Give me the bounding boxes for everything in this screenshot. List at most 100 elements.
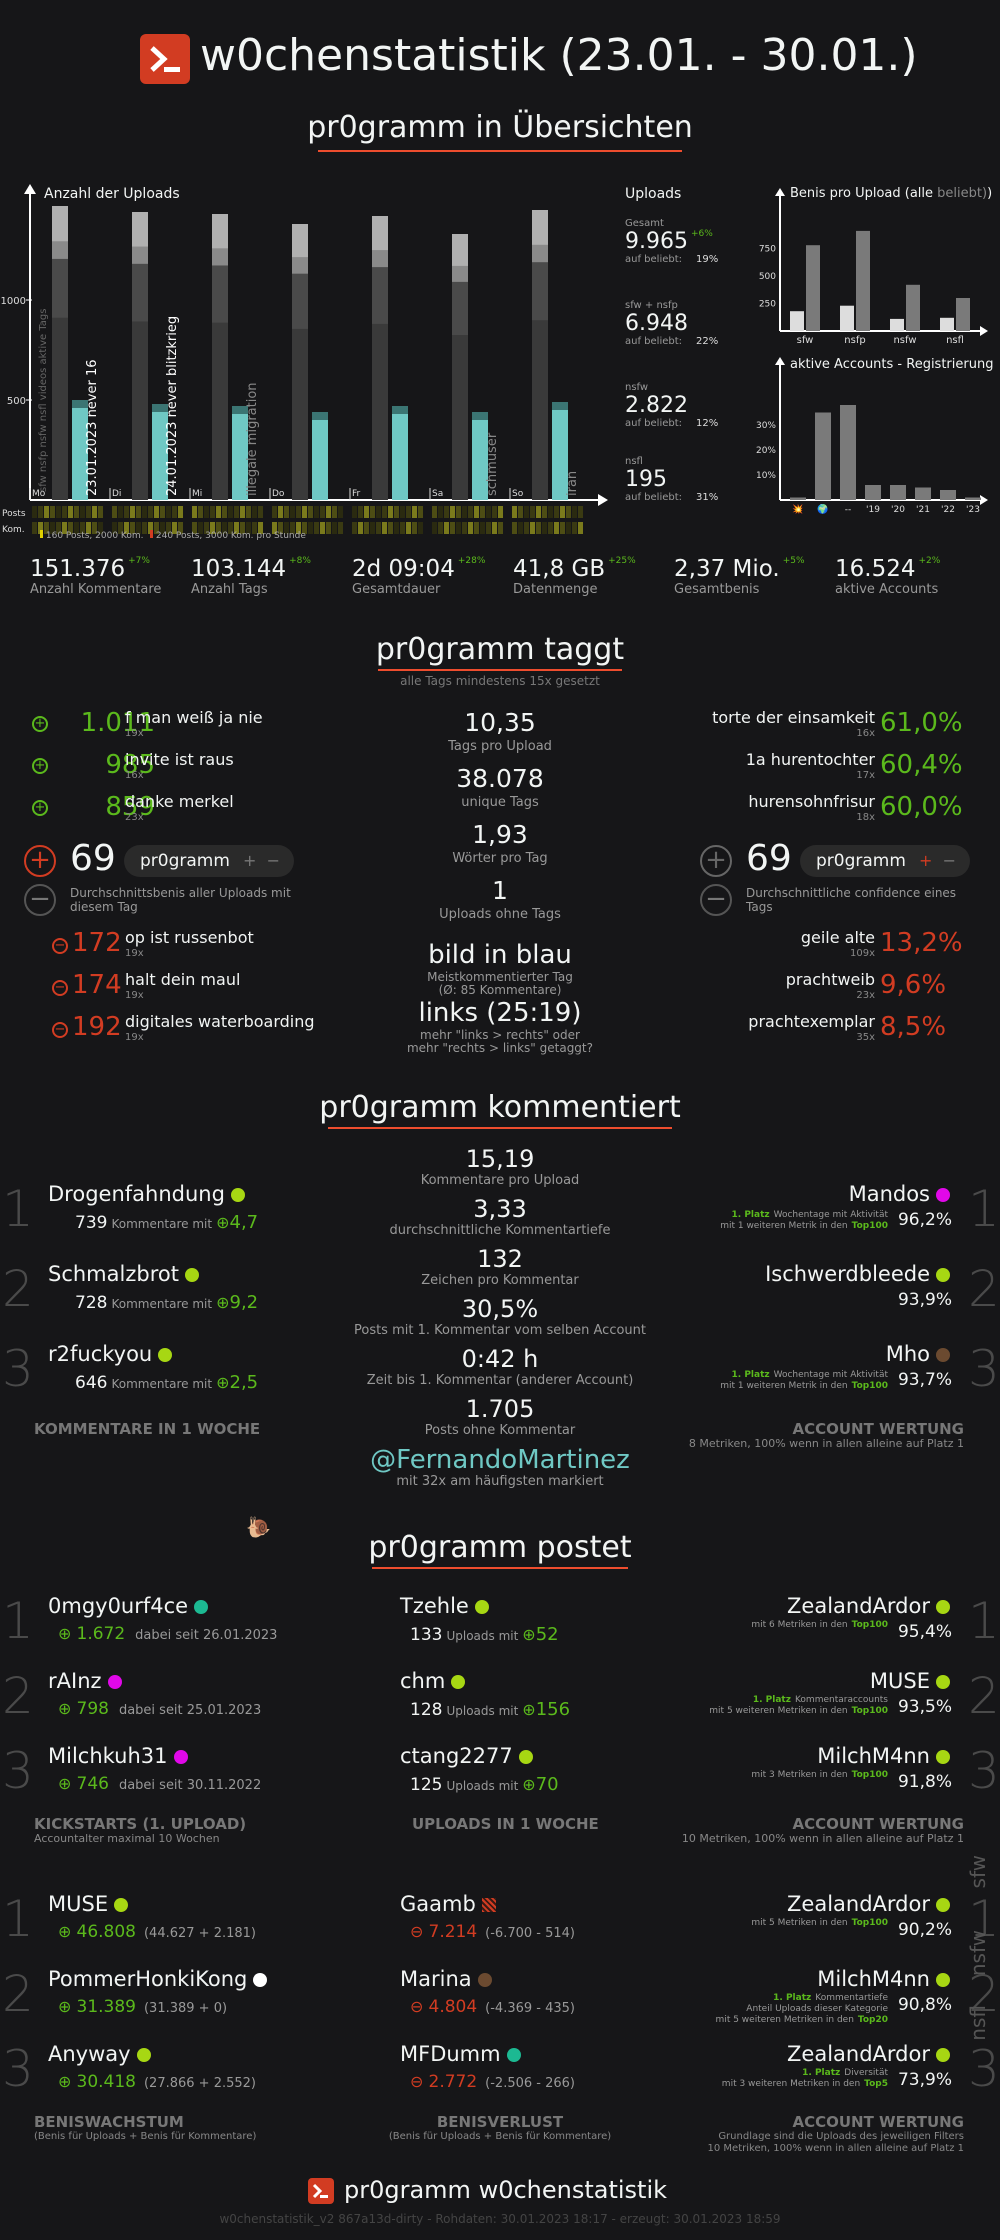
account-more: mit 3 Metriken in den xyxy=(751,1770,848,1780)
heat-cell xyxy=(68,506,73,518)
bar-beliebt xyxy=(790,311,804,331)
kickstart-user[interactable]: 0mgy0urf4ce xyxy=(48,1594,209,1618)
benis-growth-user[interactable]: MUSE xyxy=(48,1892,129,1916)
heat-cell xyxy=(166,522,171,534)
tag-pill[interactable]: pr0gramm + − xyxy=(800,845,970,877)
links-ratio-label1: mehr "links > rechts" oder xyxy=(420,1028,580,1042)
kickstart-user[interactable]: Milchkuh31 xyxy=(48,1744,188,1768)
benis-growth-stats: ⊕ 31.389 (31.389 + 0) xyxy=(58,1997,227,2017)
account-name[interactable]: MUSE xyxy=(870,1669,950,1693)
commenter-name[interactable]: Schmalzbrot xyxy=(48,1262,199,1286)
bar-day-total xyxy=(212,322,228,500)
uploader-name[interactable]: ctang2277 xyxy=(400,1744,533,1768)
heat-cell xyxy=(296,506,301,518)
summary-stat-value: 2d 09:04 xyxy=(352,556,455,582)
heat-cell xyxy=(228,522,233,534)
account-name[interactable]: MilchM4nn xyxy=(817,1967,950,1991)
account-name-text: MilchM4nn xyxy=(817,1967,930,1991)
account-place: 1. Platz xyxy=(731,1210,770,1220)
account-name[interactable]: MilchM4nn xyxy=(817,1744,950,1768)
bar-day-nsfl xyxy=(232,406,248,500)
user-mark-dot xyxy=(936,2048,950,2062)
heat-cell xyxy=(438,522,443,534)
benis-loss-value: 7.214 xyxy=(428,1922,478,1942)
posts-acc-label: ACCOUNT WERTUNG xyxy=(792,1815,964,1833)
tag-metric-label: Uploads ohne Tags xyxy=(439,907,561,922)
account-name[interactable]: ZealandArdor xyxy=(787,1892,950,1916)
y-axis-arrow xyxy=(775,357,785,365)
commenter-benis: 4,7 xyxy=(229,1212,259,1233)
conf-flop-count: 23x xyxy=(856,990,875,1001)
commenter-name[interactable]: Drogenfahndung xyxy=(48,1182,245,1206)
active-accounts-chart: 30% 20% 10% 💥 🌍 -- '19 '20 '21 '22 '23 xyxy=(756,357,988,515)
benis-growth-user[interactable]: Anyway xyxy=(48,2042,151,2066)
tag-pill[interactable]: pr0gramm + − xyxy=(124,845,294,877)
account-desc-line1: 1. Platz Wochentage mit Aktivität xyxy=(720,1370,889,1381)
user-mark-dot xyxy=(451,1675,466,1689)
day-label: Mi xyxy=(192,489,202,499)
conf-flop-tag: prachtexemplar xyxy=(748,1012,875,1031)
uploader-name[interactable]: chm xyxy=(400,1669,466,1693)
benis-growth-name: MUSE xyxy=(48,1892,109,1916)
tags-subtitle: alle Tags mindestens 15x gesetzt xyxy=(400,674,600,688)
heat-cell xyxy=(480,506,485,518)
y-tick-label: 10% xyxy=(756,471,776,481)
flop-tag-name: op ist russenbot xyxy=(125,928,254,947)
rank-number: 3 xyxy=(968,1340,1000,1398)
x-tick-label: '21 xyxy=(916,505,930,515)
flop-tag-row: −192 digitales waterboarding 19x xyxy=(30,1012,330,1052)
posts-acc2-sub2: 10 Metriken, 100% wenn in allen alleine … xyxy=(707,2143,964,2154)
heat-cell xyxy=(326,522,331,534)
minus-circle-icon: ⊖ xyxy=(410,1997,429,2016)
conf-top-tag: hurensohnfrisur xyxy=(748,792,875,811)
commenter-name[interactable]: r2fuckyou xyxy=(48,1342,173,1366)
benis-loss-user[interactable]: Marina xyxy=(400,1967,492,1991)
conf-flop-count: 109x xyxy=(849,948,875,959)
most-mentioned-user[interactable]: @FernandoMartinez xyxy=(370,1445,630,1475)
account-name[interactable]: Mandos xyxy=(849,1182,950,1206)
heat-cell xyxy=(178,506,183,518)
bar-day-total xyxy=(292,328,308,500)
account-name[interactable]: Ischwerdbleede xyxy=(765,1262,950,1286)
downvote-button[interactable]: − xyxy=(700,884,732,916)
benis-loss-user[interactable]: Gaamb xyxy=(400,1892,496,1916)
heat-cell xyxy=(400,506,405,518)
upvote-button[interactable]: + xyxy=(700,845,732,877)
user-mark-dot xyxy=(936,1973,950,1987)
benis-growth-detail: (27.866 + 2.552) xyxy=(143,2076,256,2091)
rank-number: 3 xyxy=(968,2040,1000,2098)
conf-top-row: hurensohnfrisur 18x 60,0% xyxy=(660,792,962,832)
benis-chart-title: Benis pro Upload (alle beliebt)) xyxy=(790,186,993,201)
uploader-name[interactable]: Tzehle xyxy=(400,1594,489,1618)
account-top: Top20 xyxy=(857,2015,888,2025)
uploads-stat-label: nsfw xyxy=(625,382,649,393)
conf-flop-row: prachtexemplar 35x 8,5% xyxy=(660,1012,960,1052)
account-metric: Wochentage mit Aktivität xyxy=(773,1370,888,1380)
comment-metric-value: 0:42 h xyxy=(461,1345,539,1373)
account-name[interactable]: Mho xyxy=(886,1342,950,1366)
bar-day-nsfl xyxy=(552,402,568,500)
kickstart-stats: ⊕ 798 dabei seit 25.01.2023 xyxy=(58,1699,261,1719)
account-top: Top100 xyxy=(851,1221,888,1231)
heat-cell xyxy=(198,522,203,534)
heat-cell xyxy=(32,522,37,534)
benis-growth-user[interactable]: PommerHonkiKong xyxy=(48,1967,268,1991)
rank-number: 1 xyxy=(968,1890,1000,1948)
upvote-button[interactable]: + xyxy=(24,845,56,877)
heat-cell xyxy=(566,506,571,518)
summary-stat-value: 151.376 xyxy=(30,556,126,582)
legend-posts: 160 Posts, 2000 Kom. xyxy=(40,530,144,541)
benis-growth-stats: ⊕ 30.418 (27.866 + 2.552) xyxy=(58,2072,256,2092)
account-name[interactable]: ZealandArdor xyxy=(787,1594,950,1618)
rank-number: 3 xyxy=(2,1340,34,1398)
rank-number: 2 xyxy=(968,1667,1000,1725)
uploads-stat-pct: 31% xyxy=(696,492,719,503)
kickstart-user[interactable]: rAInz xyxy=(48,1669,122,1693)
tag-metric-value: 1 xyxy=(492,876,508,905)
account-name[interactable]: ZealandArdor xyxy=(787,2042,950,2066)
benis-loss-user[interactable]: MFDumm xyxy=(400,2042,521,2066)
loss-label: BENISVERLUST xyxy=(436,2113,564,2131)
summary-stat-row: 41,8 GB +25% xyxy=(513,556,673,582)
downvote-button[interactable]: − xyxy=(24,884,56,916)
top-tag-count: 19x xyxy=(125,728,144,739)
